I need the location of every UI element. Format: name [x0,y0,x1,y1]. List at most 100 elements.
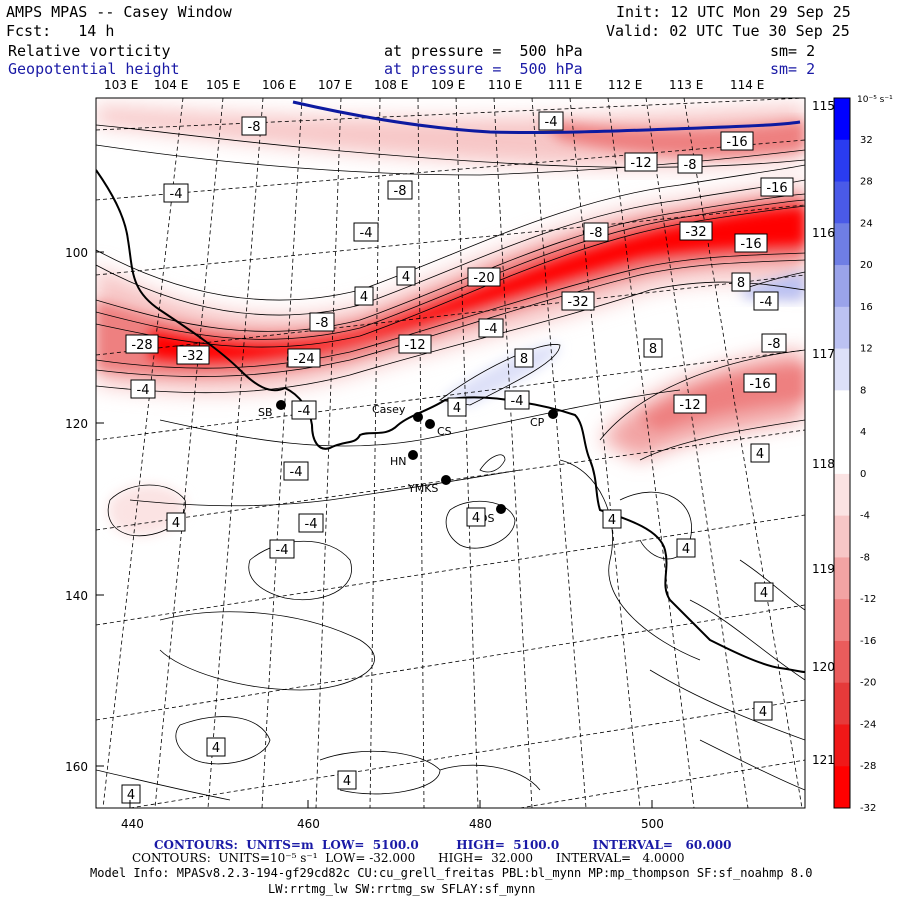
svg-text:-4: -4 [170,187,183,202]
svg-text:-4: -4 [276,543,289,558]
station-label-cp: CP [530,416,545,429]
field1-smoothing: sm= 2 [770,42,816,60]
contour-label: -8 [241,116,267,136]
contour-label: 8 [731,272,751,292]
svg-text:4: 4 [756,447,764,462]
svg-text:-4: -4 [545,115,558,130]
svg-text:-8: -8 [316,316,329,331]
contour-label: -16 [760,177,794,197]
contour-label: -16 [720,131,754,151]
x-tick: 500 [641,817,664,831]
contour-label: -4 [353,222,379,242]
contour-label: -32 [176,345,210,365]
contour-label: 4 [337,770,357,790]
contour-label: -8 [761,333,787,353]
colorbar-swatch [834,473,850,517]
svg-text:4: 4 [759,705,767,720]
plot-area: SB Casey CS HN YMKS DS CP -8 -4 -16 -12 -8 -4… [96,98,805,808]
contour-label: 8 [643,338,663,358]
station-dot-ymks[interactable] [441,475,451,485]
contour-label: -20 [467,267,501,287]
field1-name: Relative vorticity [8,42,171,60]
svg-text:-32: -32 [567,295,588,310]
colorbar-label: 20 [860,260,873,271]
colorbar-label: 12 [860,344,873,355]
svg-text:-4: -4 [485,322,498,337]
svg-text:-4: -4 [511,394,524,409]
field2-level: at pressure = 500 hPa [384,60,583,78]
contour-label: -32 [561,291,595,311]
svg-text:4: 4 [172,516,180,531]
contour-label: -16 [743,373,777,393]
field2-name: Geopotential height [8,60,180,78]
svg-text:-28: -28 [131,338,152,353]
lon-label: 112 E [608,78,642,92]
contour-label: -16 [734,233,768,253]
svg-text:8: 8 [649,342,657,357]
contour-label: -4 [291,400,317,420]
svg-text:4: 4 [343,774,351,789]
contour-label: 4 [396,266,416,286]
contour-label: 4 [121,784,141,804]
colorbar-label: 0 [860,469,866,480]
station-label-sb: SB [258,406,273,419]
x-tick: 460 [297,817,320,831]
svg-text:-4: -4 [290,465,303,480]
colorbar-label: -8 [860,552,870,563]
lon-label: 105 E [206,78,240,92]
station-dot-cs[interactable] [425,419,435,429]
colorbar-swatch [834,306,850,350]
init-time: Init: 12 UTC Mon 29 Sep 25 [616,3,851,21]
contour-label: -4 [538,111,564,131]
svg-text:-8: -8 [394,184,407,199]
svg-text:4: 4 [402,270,410,285]
svg-text:-24: -24 [293,352,314,367]
contour-label: -4 [130,379,156,399]
svg-text:8: 8 [737,276,745,291]
colorbar-swatch [834,98,850,141]
chart-title: AMPS MPAS -- Casey Window [6,3,232,21]
svg-text:-12: -12 [630,156,651,171]
colorbar-swatch [834,766,850,809]
station-dot-casey[interactable] [413,412,423,422]
colorbar-swatch [834,348,850,391]
footer-model-info: Model Info: MPASv8.2.3-194-gf29cd82c CU:… [90,866,813,880]
field2-smoothing: sm= 2 [770,60,816,78]
station-dot-ds[interactable] [496,504,506,514]
svg-text:-16: -16 [766,181,787,196]
svg-text:-12: -12 [679,398,700,413]
colorbar-swatch [834,139,850,183]
station-dot-cp[interactable] [548,409,558,419]
svg-text:-12: -12 [404,338,425,353]
footer-contours-height: CONTOURS: UNITS=m LOW= 5100.0 HIGH= 5100… [154,838,732,852]
contour-label: 4 [602,509,622,529]
svg-text:8: 8 [520,352,528,367]
contour-label: 8 [514,348,534,368]
lon-label: 106 E [262,78,296,92]
contour-labels: -8 -4 -16 -12 -8 -4 -8 -16 -8 -4 -32 -16 -20 4 8 -4 4 -32… [121,111,794,804]
colorbar-swatch [834,223,850,266]
lon-label: 108 E [374,78,408,92]
colorbar-swatch [834,599,850,642]
geopotential-contour [292,100,801,135]
contour-label: -4 [269,539,295,559]
station-dot-hn[interactable] [408,450,418,460]
valid-time: Valid: 02 UTC Tue 30 Sep 25 [606,22,850,40]
footer-physics-info: LW:rrtmg_lw SW:rrtmg_sw SFLAY:sf_mynn [268,882,536,896]
svg-text:-4: -4 [137,383,150,398]
y-tick-labels: 100 120 140 160 [65,246,88,774]
colorbar-swatch [834,724,850,767]
lon-label: 103 E [104,78,138,92]
contour-label: -8 [309,312,335,332]
contour-label: -12 [398,334,432,354]
contour-label: 4 [754,582,774,602]
station-dot-sb[interactable] [276,400,286,410]
contour-label: -4 [163,183,189,203]
svg-text:-8: -8 [768,337,781,352]
contour-label: 4 [447,397,467,417]
lon-label: 114 E [730,78,764,92]
stations [276,400,558,514]
contour-label: -8 [583,222,609,242]
svg-text:-16: -16 [749,377,770,392]
contour-label: 4 [166,512,186,532]
